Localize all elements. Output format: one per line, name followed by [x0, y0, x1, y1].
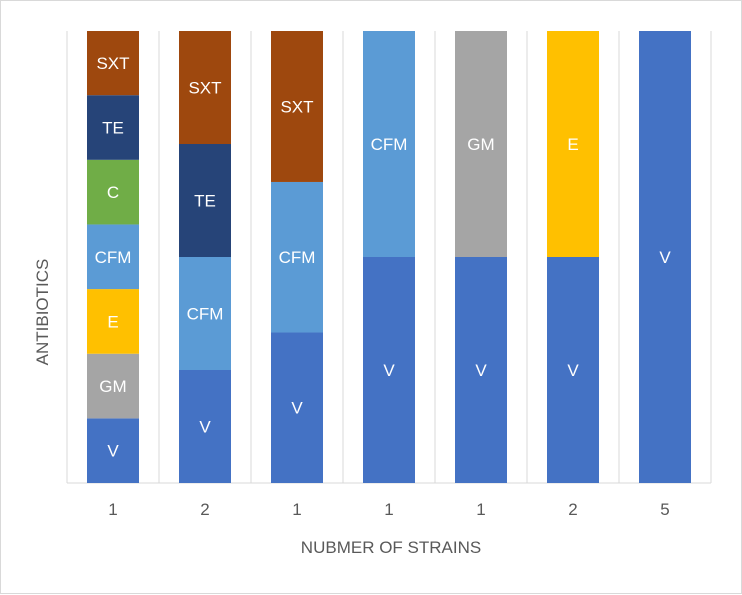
x-tick-label: 1	[292, 500, 301, 519]
x-tick-label: 2	[200, 500, 209, 519]
bar-segment-e	[547, 31, 599, 257]
bar-segment-v	[87, 418, 139, 483]
bar-segment-v	[363, 257, 415, 483]
x-tick-label: 1	[384, 500, 393, 519]
bar-segment-te	[87, 95, 139, 160]
bar-7: V	[639, 31, 691, 483]
bar-2: V CFM TE SXT	[179, 31, 231, 483]
x-tick-label: 2	[568, 500, 577, 519]
segment-label: GM	[467, 135, 494, 154]
bar-segment-te	[179, 144, 231, 257]
bar-segment-gm	[455, 31, 507, 257]
bar-segment-v	[547, 257, 599, 483]
x-tick-label: 1	[476, 500, 485, 519]
bar-segment-cfm	[87, 224, 139, 290]
segment-label: E	[107, 312, 118, 331]
bar-segment-gm	[87, 353, 139, 419]
segment-label: CFM	[371, 135, 408, 154]
segment-label: CFM	[279, 248, 316, 267]
bar-segment-sxt	[271, 31, 323, 182]
bar-segment-sxt	[87, 31, 139, 96]
bar-segment-e	[87, 289, 139, 354]
segment-label: CFM	[187, 305, 224, 324]
segment-label: SXT	[188, 79, 221, 98]
bar-segment-v	[639, 31, 691, 483]
segment-label: V	[475, 361, 487, 380]
bar-6: VE	[547, 31, 599, 483]
x-tick-labels: 1 2 1 1 1 2 5	[108, 500, 669, 519]
bar-segment-cfm	[179, 257, 231, 370]
bar-1: V GM E CFM C TE SXT	[87, 31, 139, 483]
segment-label: TE	[102, 119, 124, 138]
x-axis-title: NUBMER OF STRAINS	[301, 538, 481, 557]
segment-label: V	[567, 361, 579, 380]
segment-label: V	[199, 418, 211, 437]
bar-segment-c	[87, 159, 139, 225]
bar-3: V CFM SXT	[271, 31, 323, 483]
segment-label: SXT	[280, 97, 313, 116]
segment-label: SXT	[96, 54, 129, 73]
y-axis-title: ANTIBIOTICS	[33, 259, 52, 366]
bar-4: V CFM	[363, 31, 415, 483]
segment-label: V	[291, 399, 303, 418]
segment-label: TE	[194, 192, 216, 211]
segment-label: V	[107, 442, 119, 461]
bar-segment-v	[271, 332, 323, 483]
segment-label: GM	[99, 377, 126, 396]
segment-label: C	[107, 183, 119, 202]
bar-segment-cfm	[271, 181, 323, 333]
segment-label: E	[567, 135, 578, 154]
segment-label: V	[383, 361, 395, 380]
bar-5: V GM	[455, 31, 507, 483]
bar-segment-v	[455, 257, 507, 483]
x-tick-label: 5	[660, 500, 669, 519]
x-tick-label: 1	[108, 500, 117, 519]
bar-segment-sxt	[179, 31, 231, 144]
segment-label: V	[659, 248, 671, 267]
bar-segment-cfm	[363, 31, 415, 257]
bar-segment-v	[179, 370, 231, 483]
segment-label: CFM	[95, 248, 132, 267]
